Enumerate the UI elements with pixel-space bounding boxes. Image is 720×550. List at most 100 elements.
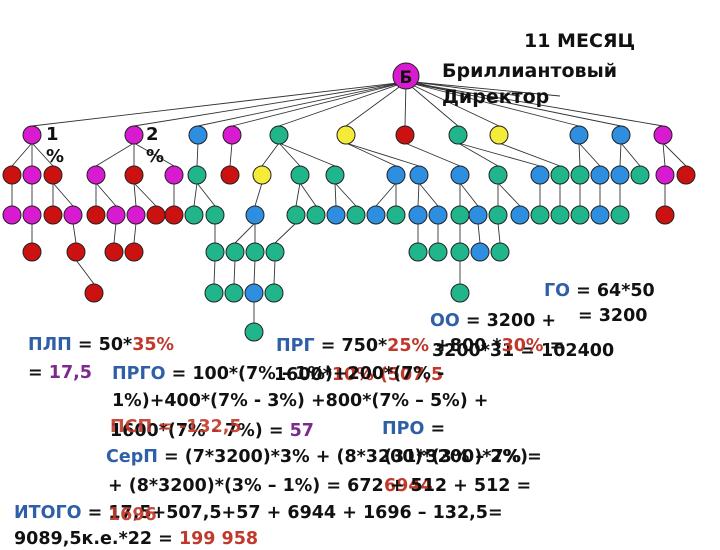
tree-node-l1 [22,125,42,145]
tree-node-l3 [106,205,126,225]
tree-node-l5 [224,283,244,303]
pro-label: ПРО [382,419,425,439]
oo-formula: ОО = 3200 + [430,310,556,332]
plp-label: ПЛП [28,335,72,355]
tree-node-l4 [245,242,265,262]
tree-node-l2 [488,165,508,185]
prg-percent-2: 30% [501,336,544,356]
tree-node-l2 [187,165,207,185]
tree-node-l4 [470,242,490,262]
tree-node-l1 [489,125,509,145]
rank-line-2: Директор [442,86,550,108]
tree-node-l2 [610,165,630,185]
tree-node-l3 [63,205,83,225]
prg-result-line: 1600*10% (507,5 [274,364,443,386]
tree-node-l5 [264,283,284,303]
tree-node-l3 [610,205,630,225]
plp-percent: 35% [132,335,175,355]
total-label: ИТОГО [14,503,82,523]
prg-result-value: 507,5 [387,365,444,385]
tree-node-l4 [104,242,124,262]
rank-line-1: Бриллиантовый [442,60,618,82]
tree-node-l2 [530,165,550,185]
tree-node-l3 [184,205,204,225]
tree-node-l3 [126,205,146,225]
psp-line: ПСП = -132,5 [110,417,242,437]
prg-label: ПРГ [276,336,315,356]
tree-node-l5 [204,283,224,303]
prgo-line-1: = 100*(7% - 1%)+200*(7% - [165,364,445,384]
tree-node-l4 [450,242,470,262]
tree-node-l2 [164,165,184,185]
tree-node-l2 [676,165,696,185]
tree-node-l3 [205,205,225,225]
tree-node-l3 [164,205,184,225]
tree-node-l4 [225,242,245,262]
prg-mid: +800 * [429,336,502,356]
tree-node-l6 [244,322,264,342]
tree-node-l3 [590,205,610,225]
tree-node-l2 [325,165,345,185]
tree-node-l2 [630,165,650,185]
prg-result-percent: 10% ( [331,365,388,385]
tree-node-l3 [2,205,22,225]
tree-node-l3 [468,205,488,225]
plp-eq: = [28,363,49,383]
tree-node-l2 [570,165,590,185]
plp-text: = 50* [71,335,133,355]
tree-node-l3 [346,205,366,225]
tree-node-l5 [84,283,104,303]
prg-end: = [543,336,565,356]
pro-line-1: = [424,419,446,439]
plp-value: 17,5 [48,363,92,383]
total-line-2: 9089,5к.е.*22 = 199 958 [14,528,258,550]
tree-node-l2 [86,165,106,185]
total-line-1: = 17,5+507,5+57 + 6944 + 1696 – 132,5= [81,503,503,523]
tree-node-l2 [124,165,144,185]
tree-node-l2 [590,165,610,185]
tree-node-l3 [22,205,42,225]
tree-node-l3 [326,205,346,225]
tree-node-l4 [66,242,86,262]
pro-formula: ПРО = [382,418,445,440]
prgo-line-3-text: 1600*(7% - 7%) = [110,421,290,441]
prg-formula: ПРГ = 750*25% +800 *30% = [276,335,564,357]
tree-node-l1 [188,125,208,145]
total-formula: ИТОГО = 17,5+507,5+57 + 6944 + 1696 – 13… [14,502,503,524]
serp-line-1: = (7*3200)*3% + (8*3200)*(3% – 2%) [157,447,529,467]
tree-node-l3 [450,205,470,225]
tree-node-l5 [450,283,470,303]
tree-node-l3 [286,205,306,225]
prgo-formula: ПРГО = 100*(7% - 1%)+200*(7% - [112,363,444,385]
pro-line-2: (31*3200)*7% = [384,447,542,467]
tree-node-l4 [22,242,42,262]
tree-node-l1 [124,125,144,145]
tree-node-l1 [222,125,242,145]
plp-result: = 17,5 [28,362,92,384]
tree-node-l3 [86,205,106,225]
tree-node-l2 [409,165,429,185]
tree-node-l1 [269,125,289,145]
total-value: 199 958 [178,529,259,549]
tree-node-l2 [22,165,42,185]
tree-node-l3 [43,205,63,225]
tree-node-l3 [366,205,386,225]
node-label-2-percent: 2 % [146,124,165,167]
tree-node-l3 [570,205,590,225]
tree-node-l1 [448,125,468,145]
tree-node-l3 [386,205,406,225]
root-node [392,62,420,90]
pro-value: 6944 [384,476,433,496]
tree-node-l3 [510,205,530,225]
go-line-1: = 64*50 [570,281,655,301]
root-node-letter: Б [400,68,413,88]
tree-node-l3 [488,205,508,225]
plp-formula: ПЛП = 50*35% [28,334,174,356]
go-label: ГО [544,281,571,301]
tree-node-l2 [2,165,22,185]
tree-node-l3 [530,205,550,225]
tree-node-l2 [220,165,240,185]
tree-node-l1 [395,125,415,145]
tree-node-l4 [408,242,428,262]
total-line-2-text: 9089,5к.е.*22 = [14,529,179,549]
